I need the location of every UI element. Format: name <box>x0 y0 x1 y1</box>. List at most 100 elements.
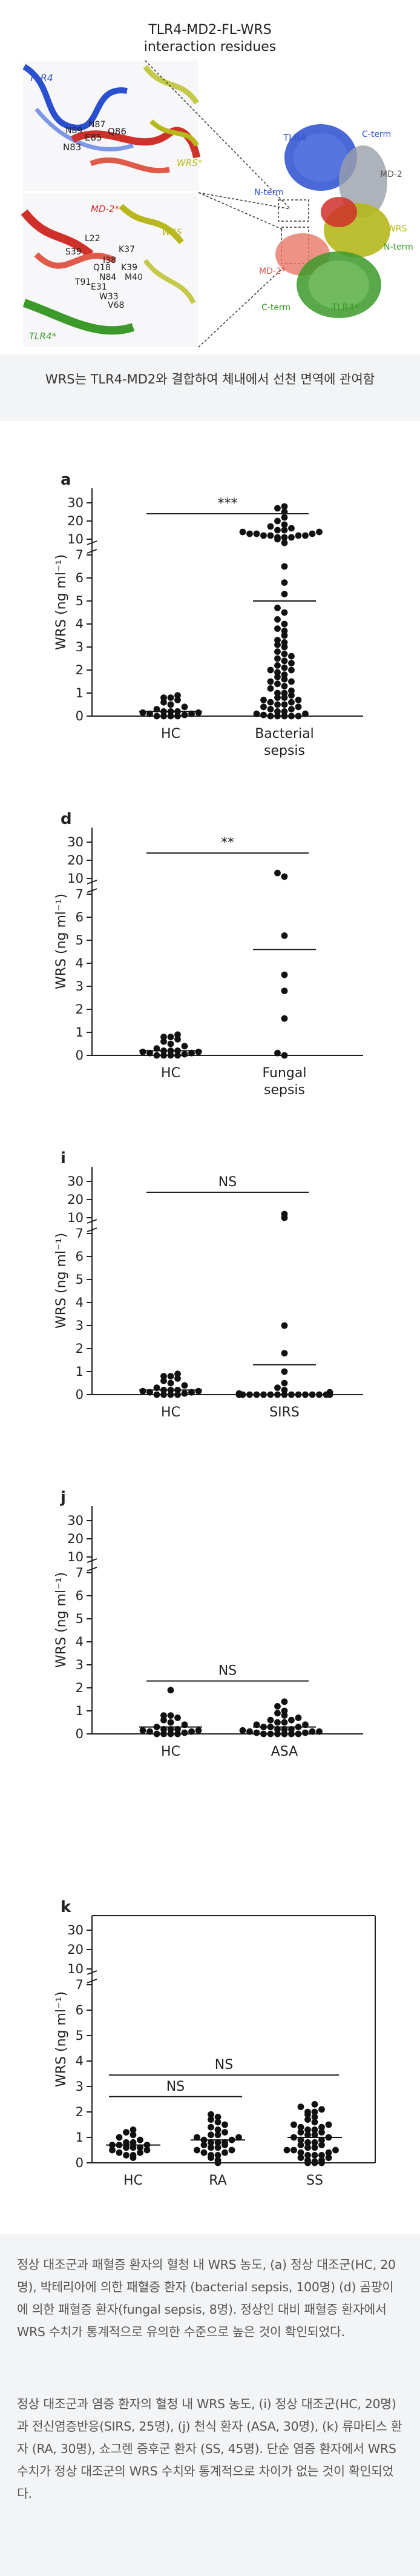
data-point <box>281 534 288 541</box>
y-tick-label: 1 <box>76 686 84 700</box>
data-point <box>188 1049 195 1057</box>
data-point <box>146 1389 153 1396</box>
data-point <box>167 1379 174 1387</box>
data-point <box>130 2139 137 2146</box>
data-point <box>281 1210 288 1218</box>
data-point <box>167 1719 174 1726</box>
data-point <box>160 1034 167 1040</box>
data-point <box>174 1036 181 1043</box>
data-point <box>281 676 288 683</box>
data-point <box>281 539 288 546</box>
y-tick-label: 10 <box>67 871 84 886</box>
chart-panel-d: 0 1 2 3 4 5 6 7 10 20 30 WRS (ng ml⁻¹) d HC Fungal seps… <box>0 800 420 1139</box>
top-left-panel: TLR4 N83 E85 Q86 N87 N89 WRS* <box>22 61 203 191</box>
data-point <box>208 2111 214 2118</box>
data-point <box>123 2139 130 2146</box>
data-point <box>130 2152 137 2159</box>
data-point <box>160 1038 167 1045</box>
structure-title-2: interaction residues <box>144 39 277 55</box>
y-tick-label: 5 <box>76 1272 84 1287</box>
data-point <box>130 2126 137 2133</box>
data-point <box>174 1726 181 1733</box>
y-tick-label: 2 <box>76 1341 84 1356</box>
data-point <box>274 674 281 680</box>
chart-panel-i: 0 1 2 3 4 5 6 7 10 20 30 WRS (ng ml⁻¹) i HC SIRS NS <box>0 1139 420 1478</box>
y-tick-label: 3 <box>76 979 84 994</box>
data-point <box>325 2149 332 2156</box>
data-point <box>288 652 295 660</box>
data-point <box>239 528 246 536</box>
svg-text:N-term: N-term <box>254 188 284 198</box>
y-tick-label: 7 <box>76 887 84 901</box>
data-point <box>318 2152 325 2159</box>
y-axis-label: WRS (ng ml⁻¹) <box>54 554 69 650</box>
data-point <box>274 517 281 525</box>
data-point <box>208 2152 214 2159</box>
data-point <box>214 2157 221 2164</box>
data-point <box>181 711 188 719</box>
chart-panel-k: 0 1 2 3 4 5 6 7 10 20 30 WRS (ng ml⁻¹) k HC RA SS NS NS <box>0 1848 420 2223</box>
data-point <box>288 1730 295 1738</box>
data-point <box>195 709 202 716</box>
data-point <box>167 1726 174 1733</box>
svg-text:TLR4: TLR4 <box>29 72 53 84</box>
data-point <box>311 2131 318 2139</box>
data-point <box>214 2114 221 2120</box>
data-point <box>160 1377 167 1384</box>
data-point <box>302 1729 309 1736</box>
note-inflammation: 정상 대조군과 염증 환자의 혈청 내 WRS 농도, (i) 정상 대조군(H… <box>17 2397 402 2501</box>
data-point <box>153 1052 160 1059</box>
svg-text:TLR4: TLR4 <box>283 132 306 143</box>
category-label: ASA <box>271 1744 298 1759</box>
data-point <box>274 1391 281 1398</box>
data-point <box>174 692 181 699</box>
data-point <box>288 1726 295 1733</box>
svg-text:M40: M40 <box>125 273 143 282</box>
data-point <box>253 710 260 717</box>
data-point <box>200 2149 208 2156</box>
data-point <box>208 2139 214 2146</box>
data-point <box>288 687 295 694</box>
data-point <box>281 664 288 671</box>
data-point <box>302 710 309 717</box>
data-point <box>281 671 288 678</box>
svg-text:WRS: WRS <box>162 228 182 237</box>
data-point <box>188 1728 195 1735</box>
data-point <box>283 2146 290 2154</box>
data-point <box>167 1730 174 1738</box>
y-tick-label: 20 <box>67 1192 84 1207</box>
y-tick-label: 30 <box>67 1513 84 1528</box>
significance-label: NS <box>166 2079 185 2094</box>
data-point <box>274 605 281 611</box>
data-point <box>174 712 181 720</box>
data-point <box>137 2149 143 2156</box>
y-tick-label: 0 <box>76 1727 84 1741</box>
data-point <box>304 2152 311 2159</box>
svg-text:Q18: Q18 <box>93 263 111 273</box>
y-tick-label: 6 <box>76 910 84 925</box>
data-point <box>274 708 281 715</box>
data-point <box>214 2144 221 2151</box>
data-point <box>181 703 188 711</box>
category-label: SS <box>306 2173 323 2188</box>
y-tick-label: 4 <box>76 1635 84 1649</box>
svg-text:E31: E31 <box>91 282 107 292</box>
y-tick-label: 5 <box>76 2028 84 2043</box>
data-point <box>174 1031 181 1038</box>
significance-label: NS <box>218 1175 237 1190</box>
data-point <box>267 706 274 712</box>
data-point <box>200 2142 208 2148</box>
svg-text:C-term: C-term <box>362 130 391 139</box>
data-point <box>281 1719 288 1726</box>
data-point <box>143 2146 151 2154</box>
svg-text:C-term: C-term <box>261 303 290 313</box>
axis-break <box>87 880 97 885</box>
data-point <box>181 1390 188 1397</box>
data-point <box>174 1370 181 1378</box>
data-point <box>297 2103 304 2110</box>
y-tick-label: 30 <box>67 496 84 510</box>
notes-band <box>0 2234 420 2576</box>
data-point <box>281 591 288 597</box>
data-point <box>167 1712 174 1719</box>
significance-label: ** <box>221 835 234 851</box>
